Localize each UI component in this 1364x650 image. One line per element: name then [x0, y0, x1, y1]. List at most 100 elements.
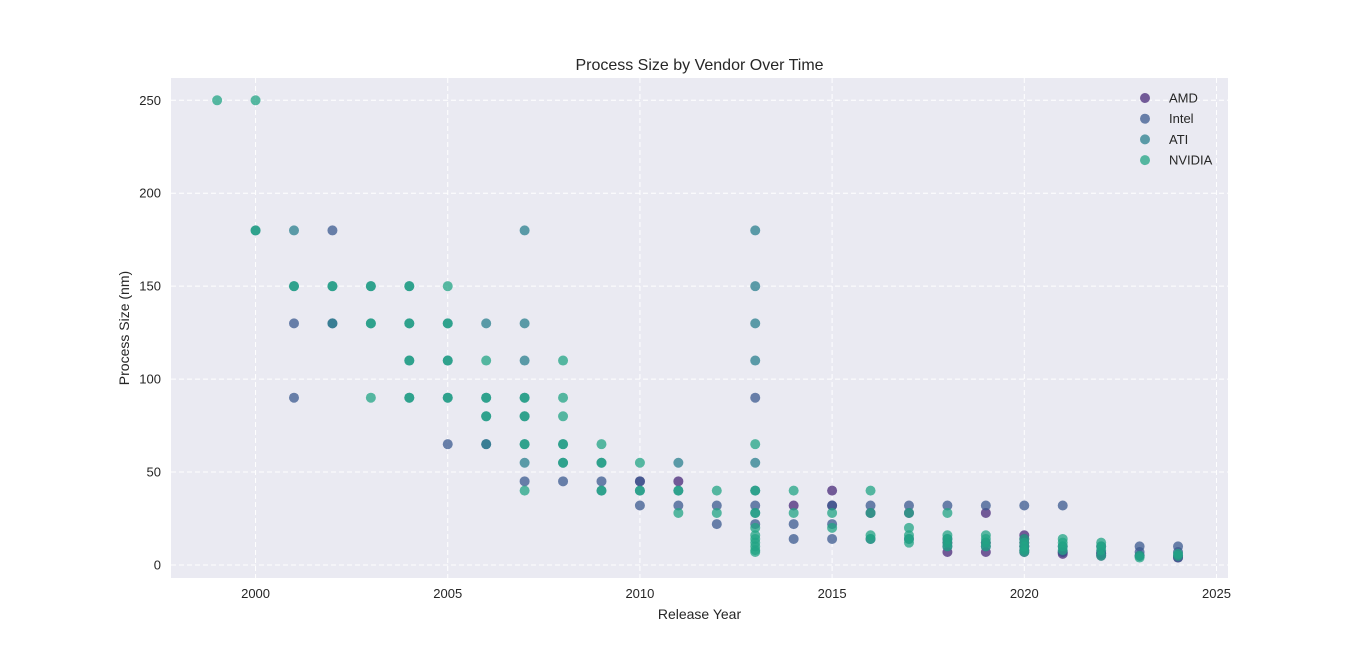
data-point-intel — [903, 500, 914, 511]
data-point-intel — [827, 533, 838, 544]
data-point-nvidia — [711, 507, 722, 518]
data-point-intel — [750, 500, 761, 511]
data-point-nvidia — [903, 522, 914, 533]
y-tick-label: 100 — [139, 372, 161, 387]
data-point-nvidia — [558, 439, 569, 450]
data-point-amd — [827, 485, 838, 496]
data-point-ati — [750, 355, 761, 366]
data-point-nvidia — [558, 355, 569, 366]
chart-title: Process Size by Vendor Over Time — [575, 57, 823, 74]
data-point-nvidia — [596, 439, 607, 450]
data-point-nvidia — [442, 355, 453, 366]
data-point-nvidia — [865, 485, 876, 496]
data-point-intel — [288, 318, 299, 329]
data-point-nvidia — [788, 485, 799, 496]
y-axis-ticks: 0 50 100 150 200 250 — [139, 93, 161, 573]
data-point-nvidia — [827, 522, 838, 533]
data-point-nvidia — [404, 355, 415, 366]
data-point-nvidia — [673, 485, 684, 496]
data-point-ati — [481, 439, 492, 450]
data-point-nvidia — [519, 411, 530, 422]
data-point-nvidia — [481, 392, 492, 403]
data-point-ati — [750, 281, 761, 292]
x-axis-label: Release Year — [658, 606, 742, 622]
data-point-ati — [288, 225, 299, 236]
legend-marker — [1140, 113, 1150, 124]
grid-lines — [171, 78, 1228, 578]
data-point-nvidia — [481, 355, 492, 366]
data-points — [212, 95, 1184, 563]
x-tick-label: 2015 — [818, 586, 847, 601]
data-point-nvidia — [750, 439, 761, 450]
legend-item-amd: AMD — [1140, 91, 1198, 106]
data-point-nvidia — [596, 457, 607, 468]
data-point-nvidia — [519, 439, 530, 450]
data-point-intel — [327, 225, 338, 236]
data-point-amd — [673, 476, 684, 487]
data-point-nvidia — [865, 507, 876, 518]
data-point-nvidia — [365, 392, 376, 403]
data-point-nvidia — [942, 541, 953, 552]
data-point-intel — [634, 476, 645, 487]
data-point-nvidia — [519, 485, 530, 496]
data-point-nvidia — [404, 281, 415, 292]
data-point-intel — [1019, 500, 1030, 511]
x-axis-ticks: 2000 2005 2010 2015 2020 2025 — [241, 586, 1231, 601]
data-point-nvidia — [750, 522, 761, 533]
data-point-nvidia — [365, 281, 376, 292]
data-point-nvidia — [1019, 546, 1030, 557]
data-point-nvidia — [558, 457, 569, 468]
data-point-intel — [827, 500, 838, 511]
data-point-intel — [442, 439, 453, 450]
data-point-ati — [750, 318, 761, 329]
data-point-intel — [788, 519, 799, 530]
x-tick-label: 2005 — [433, 586, 462, 601]
y-axis-label: Process Size (nm) — [116, 271, 132, 385]
data-point-intel — [942, 500, 953, 511]
data-point-nvidia — [750, 507, 761, 518]
legend: AMD Intel ATI NVIDIA — [1140, 91, 1213, 168]
legend-label: NVIDIA — [1169, 153, 1213, 168]
data-point-nvidia — [596, 485, 607, 496]
legend-label: Intel — [1169, 111, 1194, 126]
data-point-nvidia — [942, 507, 953, 518]
data-point-nvidia — [1134, 552, 1145, 563]
legend-marker — [1140, 93, 1150, 103]
data-point-nvidia — [788, 507, 799, 518]
data-point-nvidia — [404, 392, 415, 403]
x-tick-label: 2010 — [625, 586, 654, 601]
data-point-ati — [750, 457, 761, 468]
data-point-nvidia — [673, 507, 684, 518]
data-point-nvidia — [288, 281, 299, 292]
data-point-nvidia — [1096, 550, 1107, 561]
data-point-nvidia — [903, 537, 914, 548]
data-point-ati — [519, 457, 530, 468]
data-point-nvidia — [558, 392, 569, 403]
y-tick-label: 0 — [154, 557, 161, 572]
plot-background — [171, 78, 1228, 578]
data-point-nvidia — [327, 281, 338, 292]
y-tick-label: 200 — [139, 186, 161, 201]
data-point-nvidia — [1173, 550, 1184, 561]
data-point-ati — [673, 457, 684, 468]
y-tick-label: 250 — [139, 93, 161, 108]
data-point-amd — [788, 500, 799, 511]
data-point-ati — [481, 318, 492, 329]
data-point-ati — [327, 318, 338, 329]
data-point-nvidia — [442, 392, 453, 403]
data-point-intel — [634, 500, 645, 511]
data-point-intel — [865, 500, 876, 511]
x-tick-label: 2000 — [241, 586, 270, 601]
legend-item-ati: ATI — [1140, 132, 1188, 147]
data-point-nvidia — [558, 411, 569, 422]
data-point-intel — [711, 519, 722, 530]
data-point-nvidia — [250, 225, 261, 236]
data-point-nvidia — [980, 541, 991, 552]
data-point-ati — [750, 225, 761, 236]
data-point-ati — [519, 225, 530, 236]
data-point-intel — [711, 500, 722, 511]
data-point-nvidia — [865, 533, 876, 544]
data-point-intel — [788, 533, 799, 544]
data-point-intel — [1057, 500, 1068, 511]
x-tick-label: 2025 — [1202, 586, 1231, 601]
